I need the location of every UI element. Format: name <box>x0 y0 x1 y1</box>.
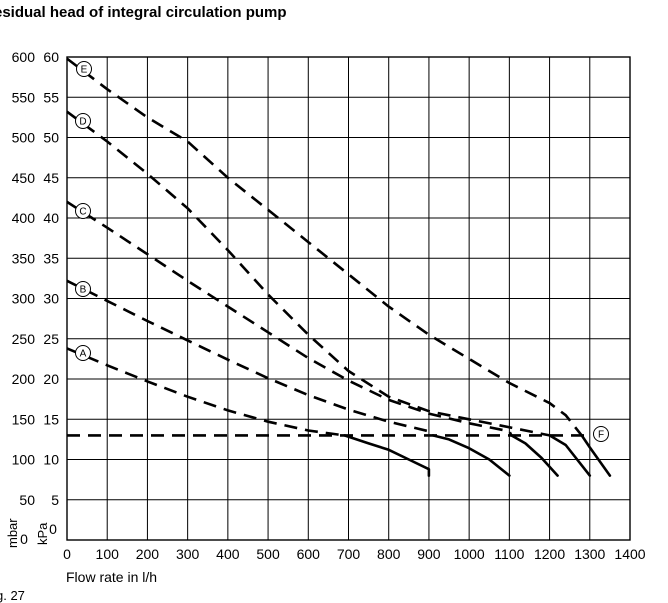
series-label-c: C <box>75 203 91 219</box>
series-a-solid <box>343 434 431 477</box>
x-tick-label: 1200 <box>534 546 565 562</box>
y-tick-label-kpa: 20 <box>43 371 59 387</box>
series-e-solid <box>580 434 612 477</box>
y-tick-label-mbar: 200 <box>12 371 36 387</box>
y-tick-label-kpa: 50 <box>43 130 59 146</box>
series-e-dashed <box>66 57 583 437</box>
series-labels: A B C D E F <box>75 61 609 442</box>
series-label-circle <box>75 203 91 219</box>
y-tick-label-kpa: 15 <box>43 411 59 427</box>
axes <box>66 56 631 541</box>
series-c-solid <box>510 434 559 477</box>
y-tick-label-mbar: 100 <box>12 452 36 468</box>
series-a-dashed <box>66 347 345 437</box>
y-tick-label-mbar: 250 <box>12 331 36 347</box>
x-tick-label: 600 <box>297 546 321 562</box>
x-tick-label: 900 <box>417 546 441 562</box>
series-label-a: A <box>75 345 91 361</box>
chart-title: esidual head of integral circulation pum… <box>0 4 287 21</box>
series-d-dashed <box>66 110 550 437</box>
y-axis-label-mbar: mbar <box>5 518 20 548</box>
x-tick-label: 1300 <box>574 546 605 562</box>
series-c-dashed <box>66 200 513 436</box>
y-tick-label-mbar: 450 <box>12 170 36 186</box>
x-tick-label: 300 <box>176 546 200 562</box>
series-label-text: F <box>598 430 604 441</box>
x-tick-label: 100 <box>96 546 120 562</box>
x-tick-label: 200 <box>136 546 160 562</box>
y-tick-label-kpa: 35 <box>43 250 59 266</box>
series-label-f: F <box>593 426 609 442</box>
y-tick-label-kpa: 40 <box>43 210 59 226</box>
y-tick-label-mbar: 400 <box>12 210 36 226</box>
x-axis-label: Flow rate in l/h <box>66 569 158 585</box>
series-label-circle <box>75 281 91 297</box>
y-tick-label-mbar: 0 <box>20 531 28 547</box>
y-tick-label-kpa: 45 <box>43 170 59 186</box>
y-tick-label-kpa: 60 <box>43 49 59 65</box>
x-tick-label: 400 <box>216 546 240 562</box>
x-tick-label: 1000 <box>454 546 485 562</box>
y-tick-label-mbar: 550 <box>12 89 36 105</box>
x-tick-label: 700 <box>337 546 361 562</box>
series-label-d: D <box>75 113 91 129</box>
x-tick-label: 500 <box>256 546 280 562</box>
series-label-circle <box>75 113 91 129</box>
series-b-dashed <box>66 279 434 437</box>
tick-labels: 0 100 200 300 400 500 600 700 800 900 1000 1100 1200… <box>5 49 646 562</box>
series-label-text: C <box>79 207 86 218</box>
series-label-text: D <box>79 117 86 128</box>
x-tick-label: 1100 <box>494 546 524 562</box>
y-axis-label-kpa: kPa <box>35 522 50 545</box>
x-tick-label: 1400 <box>614 546 645 562</box>
x-tick-label: 0 <box>63 546 71 562</box>
y-tick-label-kpa: 25 <box>43 331 59 347</box>
y-tick-label-kpa: 55 <box>43 89 59 105</box>
y-tick-label-mbar: 150 <box>12 411 36 427</box>
series-label-text: A <box>80 349 87 360</box>
series-label-circle <box>75 345 91 361</box>
series-label-text: B <box>80 285 87 296</box>
series-group <box>66 57 612 477</box>
series-label-e: E <box>76 61 92 77</box>
grid <box>66 56 631 541</box>
y-tick-label-mbar: 600 <box>12 49 36 65</box>
x-tick-label: 800 <box>377 546 401 562</box>
y-tick-label-mbar: 300 <box>12 291 36 307</box>
series-label-text: E <box>81 65 88 76</box>
series-label-circle <box>593 426 609 442</box>
series-b-solid <box>431 434 511 477</box>
y-tick-label-kpa: 5 <box>51 492 59 508</box>
series-d-solid <box>548 434 592 477</box>
y-tick-label-kpa: 0 <box>49 521 57 537</box>
series-label-circle <box>76 61 92 77</box>
y-tick-label-mbar: 350 <box>12 250 36 266</box>
y-tick-label-kpa: 10 <box>43 452 59 468</box>
plot-frame <box>66 56 631 541</box>
y-tick-label-mbar: 50 <box>19 492 35 508</box>
y-tick-label-kpa: 30 <box>43 291 59 307</box>
series-label-b: B <box>75 281 91 297</box>
y-tick-label-mbar: 500 <box>12 130 36 146</box>
